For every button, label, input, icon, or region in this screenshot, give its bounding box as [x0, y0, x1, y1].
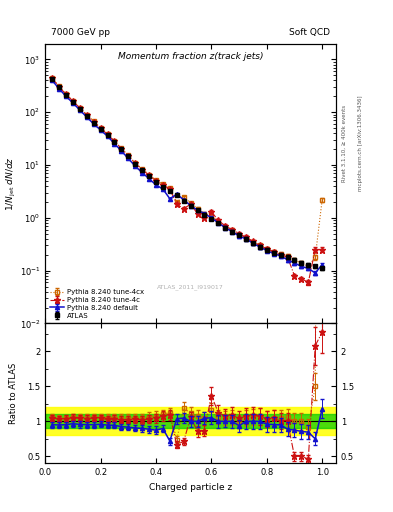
- Bar: [45, 414, 336, 429]
- Legend: Pythia 8.240 tune-4cx, Pythia 8.240 tune-4c, Pythia 8.240 default, ATLAS: Pythia 8.240 tune-4cx, Pythia 8.240 tune…: [49, 288, 145, 320]
- Text: 7000 GeV pp: 7000 GeV pp: [51, 28, 110, 36]
- Text: mcplots.cern.ch [arXiv:1306.3436]: mcplots.cern.ch [arXiv:1306.3436]: [358, 96, 363, 191]
- Text: ATLAS_2011_I919017: ATLAS_2011_I919017: [157, 284, 224, 290]
- Y-axis label: $1/N_{\rm jet}\ dN/dz$: $1/N_{\rm jet}\ dN/dz$: [4, 156, 18, 211]
- Text: Soft QCD: Soft QCD: [289, 28, 330, 36]
- Y-axis label: Ratio to ATLAS: Ratio to ATLAS: [9, 363, 18, 424]
- X-axis label: Charged particle z: Charged particle z: [149, 483, 232, 492]
- Text: Rivet 3.1.10, ≥ 400k events: Rivet 3.1.10, ≥ 400k events: [342, 105, 347, 182]
- Text: Momentum fraction z(track jets): Momentum fraction z(track jets): [118, 52, 263, 61]
- Bar: [45, 408, 336, 435]
